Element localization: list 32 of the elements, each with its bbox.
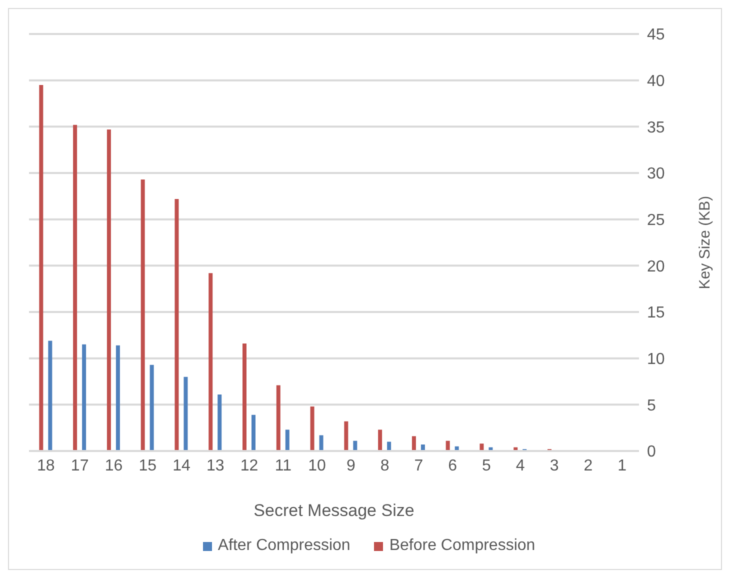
y-tick-label: 20	[647, 258, 665, 276]
x-tick-label: 15	[138, 457, 157, 474]
x-tick-label: 18	[37, 457, 55, 474]
y-tick-label: 45	[647, 26, 665, 44]
y-tick-label: 25	[647, 212, 665, 230]
x-tick-label: 9	[346, 457, 356, 474]
x-tick-label: 2	[584, 457, 593, 474]
x-axis-title: Secret Message Size	[254, 501, 414, 520]
x-tick-label: 5	[482, 457, 492, 474]
x-tick-label: 7	[414, 457, 424, 474]
x-tick-label: 1	[618, 457, 627, 474]
y-tick-label: 5	[647, 397, 656, 414]
x-tick-label: 6	[448, 457, 458, 474]
y-axis-title: Key Size (KB)	[696, 196, 714, 290]
y-tick-label: 35	[647, 119, 665, 136]
legend-label: After Compression	[216, 537, 350, 555]
x-tick-label: 14	[172, 457, 190, 474]
y-tick-label: 10	[647, 351, 665, 368]
x-tick-label: 10	[308, 457, 326, 474]
y-tick-label: 15	[647, 304, 665, 322]
y-tick-label: 0	[647, 444, 656, 461]
legend-label: Before Compression	[388, 537, 536, 555]
x-tick-label: 3	[550, 457, 559, 474]
x-tick-label: 16	[104, 457, 123, 474]
y-tick-label: 40	[647, 73, 665, 90]
x-tick-label: 17	[70, 457, 89, 474]
x-tick-label: 4	[516, 457, 525, 474]
x-tick-label: 13	[206, 457, 224, 474]
y-tick-label: 30	[647, 166, 665, 183]
x-tick-label: 12	[240, 457, 258, 474]
x-tick-label: 8	[380, 457, 390, 474]
x-tick-label: 11	[274, 457, 292, 474]
